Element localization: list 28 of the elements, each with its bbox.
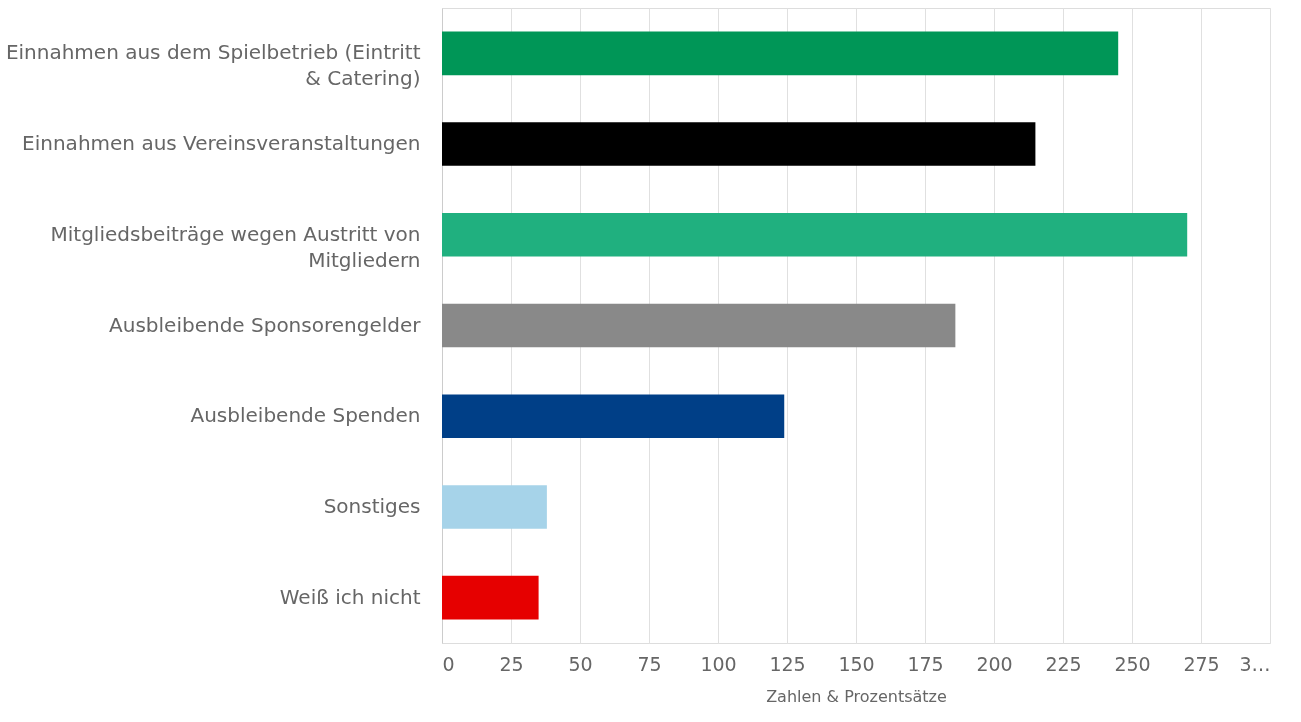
x-tick-label: 3… <box>1239 652 1271 675</box>
x-axis-title: Zahlen & Prozentsätze <box>766 686 947 706</box>
y-tick-label: Einnahmen aus dem Spielbetrieb (Eintritt & Catering) <box>5 40 421 91</box>
y-tick-label: Weiß ich nicht <box>279 584 421 609</box>
y-tick-label: Sonstiges <box>323 493 421 518</box>
bar <box>442 575 539 620</box>
y-tick-label: Ausbleibende Spenden <box>190 403 421 428</box>
x-tick-label: 175 <box>907 652 944 675</box>
y-tick-label: Einnahmen aus Vereinsveranstaltungen <box>22 131 421 156</box>
bar <box>442 394 785 438</box>
bar <box>442 213 1188 257</box>
x-tick-label: 250 <box>1114 652 1151 675</box>
x-tick-label: 50 <box>568 652 593 675</box>
bar <box>442 485 547 529</box>
y-tick-label: Mitgliedsbeiträge wegen Austritt von Mitgliedern <box>50 221 421 272</box>
x-tick-label: 200 <box>976 652 1013 675</box>
x-tick-label: 150 <box>838 652 875 675</box>
x-tick-label: 275 <box>1183 652 1220 675</box>
x-tick-label: 100 <box>700 652 737 675</box>
x-tick-label: 75 <box>637 652 662 675</box>
x-tick-label: 125 <box>769 652 806 675</box>
bar <box>442 303 956 348</box>
x-tick-label: 25 <box>499 652 524 675</box>
x-tick-label: 225 <box>1045 652 1082 675</box>
y-tick-label: Ausbleibende Sponsorengelder <box>109 312 422 337</box>
bar <box>442 122 1036 166</box>
bar <box>442 31 1119 76</box>
x-tick-label: 0 <box>442 652 455 675</box>
